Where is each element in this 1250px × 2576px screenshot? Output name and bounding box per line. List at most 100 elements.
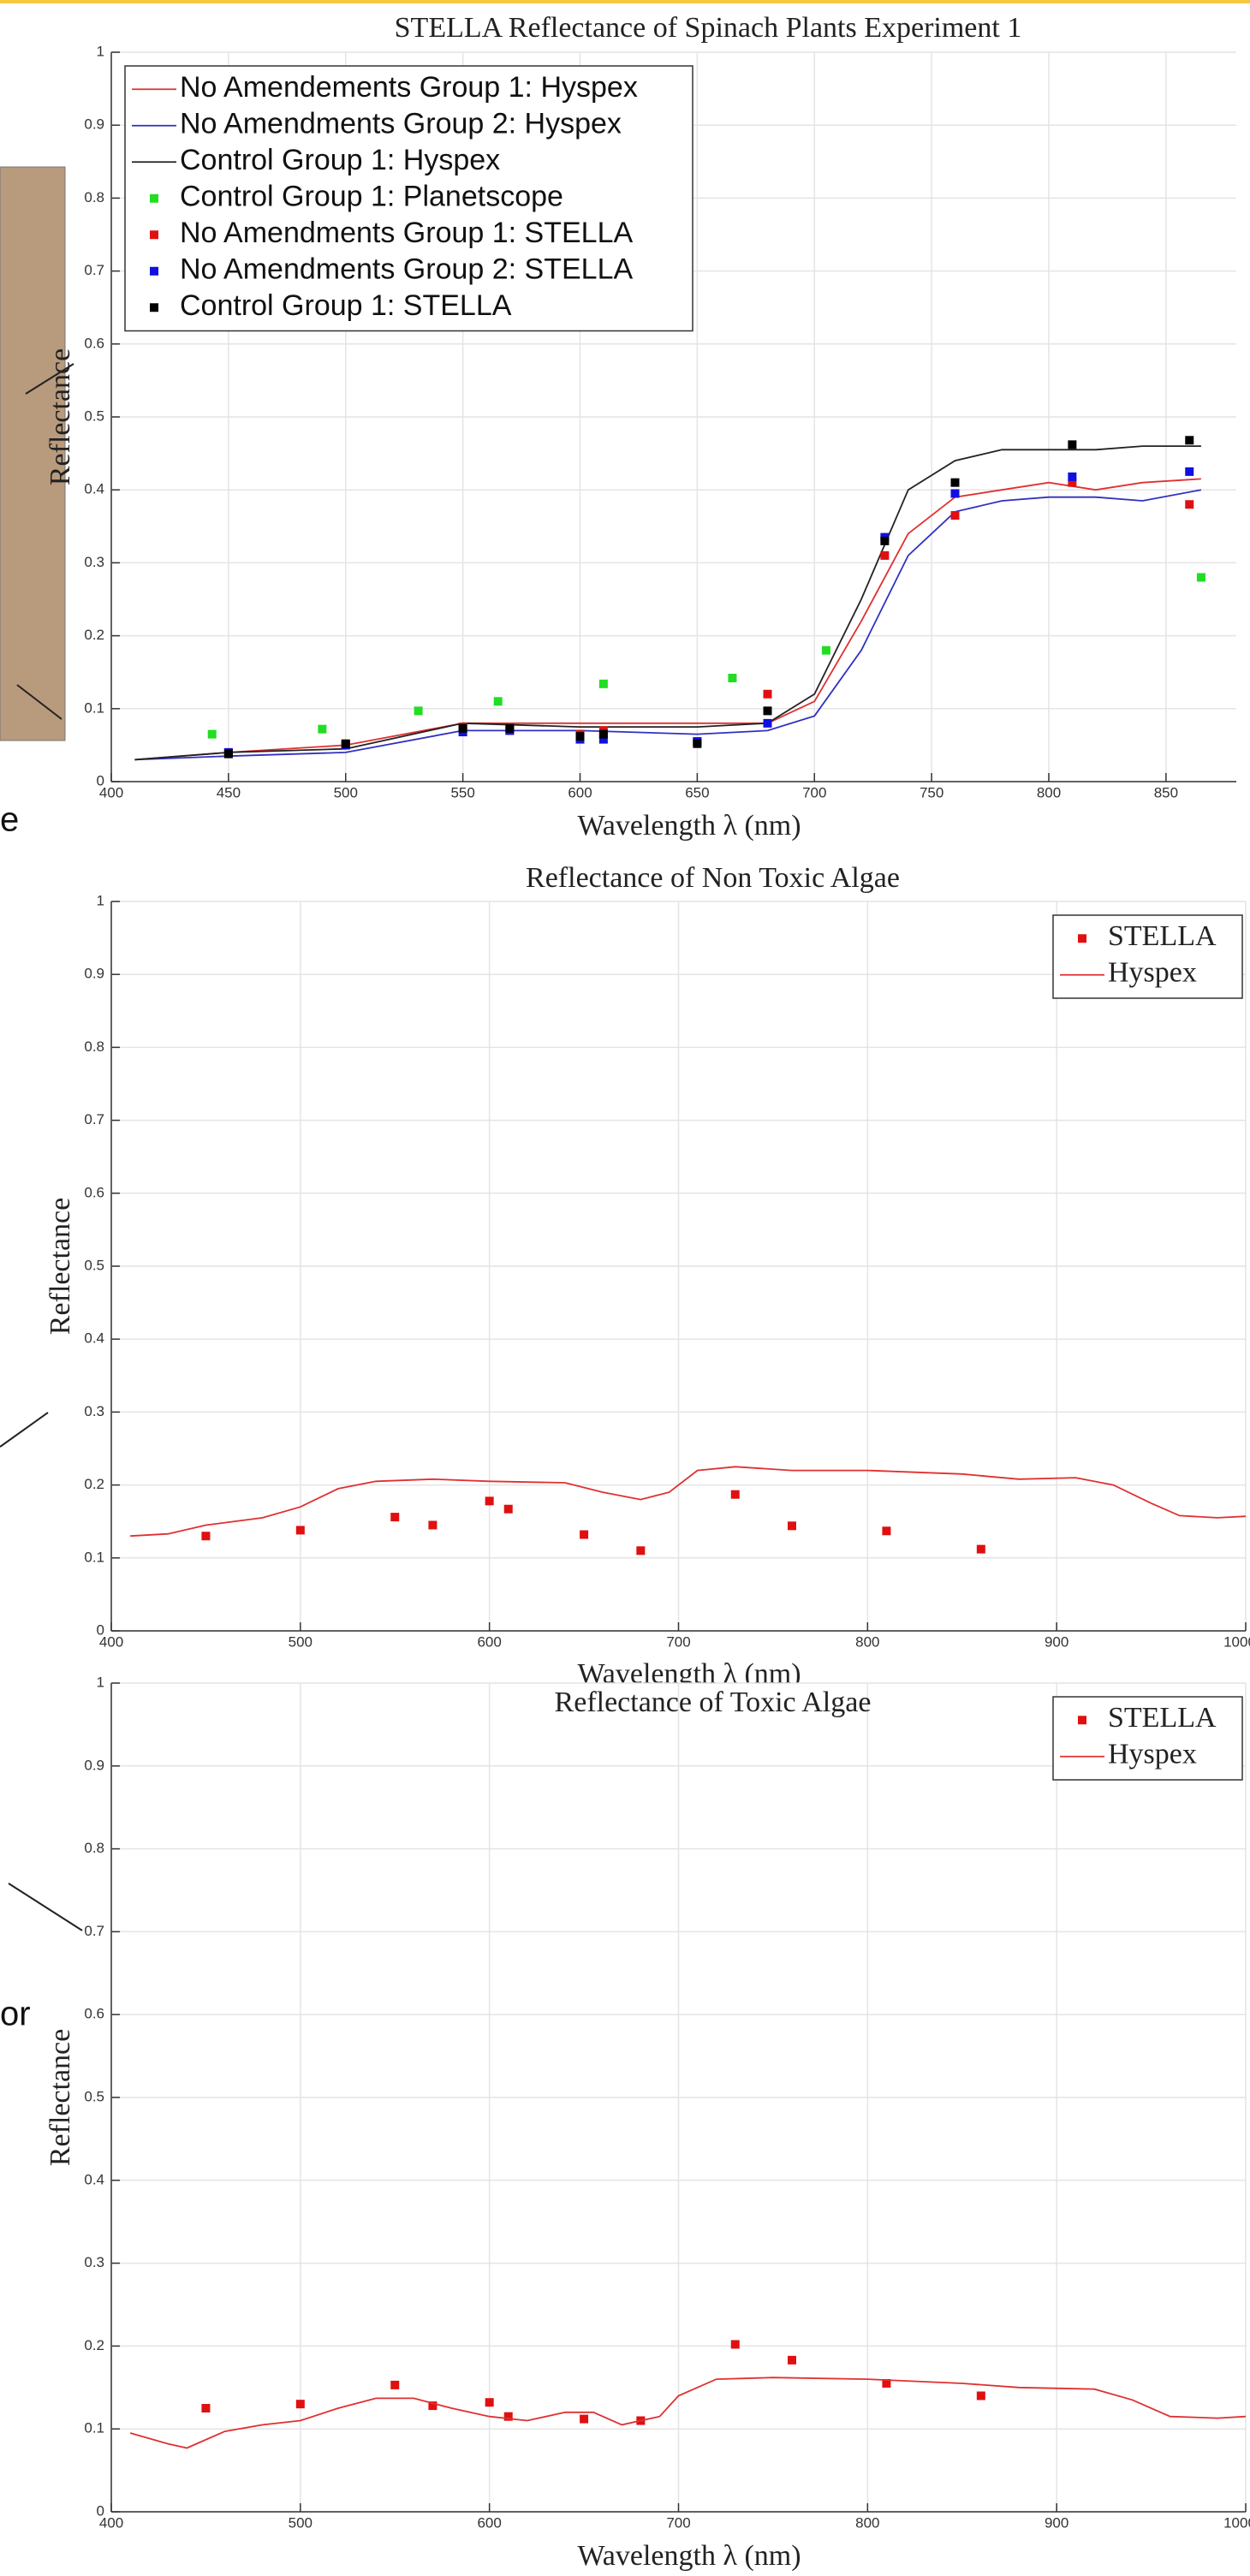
y-axis-label: Reflectance — [45, 348, 76, 485]
x-tick-label: 650 — [685, 784, 709, 800]
data-point — [763, 706, 772, 716]
x-tick-label: 500 — [334, 784, 358, 800]
data-point — [598, 729, 608, 739]
data-point — [882, 2378, 891, 2388]
x-tick-label: 1000 — [1223, 1633, 1250, 1650]
data-point — [428, 2401, 438, 2411]
x-tick-label: 700 — [802, 784, 826, 800]
x-tick-label: 800 — [1037, 784, 1061, 800]
data-point — [950, 478, 960, 487]
legend-label: Control Group 1: STELLA — [180, 289, 512, 322]
x-tick-label: 400 — [99, 1633, 123, 1650]
x-tick-label: 850 — [1154, 784, 1178, 800]
series-line — [134, 489, 1202, 761]
series-line — [130, 1466, 1247, 1538]
legend-label: No Amendments Group 2: STELLA — [180, 253, 633, 286]
x-tick-label: 900 — [1045, 2514, 1068, 2531]
data-point — [503, 1504, 513, 1514]
legend-label: Hyspex — [1108, 1739, 1197, 1770]
y-tick-label: 0.1 — [84, 2420, 104, 2436]
y-tick-label: 0 — [97, 1621, 104, 1638]
data-point — [485, 2398, 494, 2407]
y-tick-label: 0 — [97, 772, 104, 788]
data-point — [1185, 436, 1194, 445]
y-tick-label: 0.6 — [84, 2006, 104, 2022]
y-tick-label: 0.3 — [84, 1403, 104, 1419]
data-point — [1068, 472, 1077, 481]
pointer-line — [0, 1412, 49, 1448]
data-point — [295, 2400, 305, 2409]
data-point — [223, 749, 233, 759]
legend-label: No Amendments Group 1: STELLA — [180, 217, 633, 249]
x-tick-label: 400 — [99, 2514, 123, 2531]
x-tick-label: 500 — [289, 2514, 312, 2531]
data-point — [730, 1490, 740, 1499]
series-line — [134, 445, 1201, 761]
y-tick-label: 0.1 — [84, 1549, 104, 1565]
pointer-line — [16, 684, 62, 720]
y-tick-label: 0.6 — [84, 335, 104, 351]
data-point — [575, 732, 585, 741]
legend-label: STELLA — [1108, 920, 1217, 952]
x-tick-label: 600 — [477, 1633, 501, 1650]
data-point — [201, 1532, 211, 1541]
data-point — [1196, 573, 1205, 582]
data-point — [693, 739, 702, 748]
data-point — [880, 550, 890, 560]
y-tick-label: 0.9 — [84, 116, 104, 133]
data-point — [598, 679, 608, 688]
data-point — [788, 1521, 796, 1531]
chart-title: Reflectance of Toxic Algae — [555, 1687, 872, 1718]
y-axis-label: Reflectance — [45, 1198, 76, 1335]
x-tick-label: 400 — [99, 784, 123, 800]
series-line — [129, 2377, 1247, 2449]
legend-label: No Amendments Group 2: Hyspex — [180, 108, 622, 140]
pointer-line — [8, 1883, 83, 1931]
x-tick-label: 900 — [1045, 1633, 1068, 1650]
y-axis-label: Reflectance — [45, 2029, 76, 2166]
y-tick-label: 0.2 — [84, 627, 104, 643]
x-tick-label: 1000 — [1223, 2514, 1250, 2531]
data-point — [428, 1520, 438, 1530]
y-tick-label: 0.5 — [84, 2088, 104, 2104]
data-point — [505, 723, 515, 733]
legend-swatch — [150, 303, 158, 312]
y-tick-label: 0.7 — [84, 1111, 104, 1127]
data-point — [880, 536, 890, 545]
data-point — [390, 2380, 400, 2389]
fragment-text: or — [0, 1996, 31, 2033]
legend-swatch — [1078, 1716, 1086, 1725]
data-point — [1185, 467, 1194, 476]
y-tick-label: 0.8 — [84, 1038, 104, 1055]
y-tick-label: 0 — [97, 2502, 104, 2519]
data-point — [976, 2391, 985, 2400]
fragment-text: e — [0, 801, 19, 839]
photo-strip — [0, 167, 65, 741]
y-tick-label: 0.6 — [84, 1184, 104, 1200]
data-point — [1185, 500, 1194, 509]
y-tick-label: 0.8 — [84, 1840, 104, 1856]
y-tick-label: 0.5 — [84, 1257, 104, 1273]
legend-box — [1052, 914, 1243, 999]
data-point — [950, 511, 960, 521]
x-tick-label: 750 — [920, 784, 943, 800]
data-point — [636, 1546, 646, 1556]
x-tick-label: 450 — [217, 784, 241, 800]
legend-swatch — [150, 230, 158, 240]
chart-title: STELLA Reflectance of Spinach Plants Exp… — [395, 12, 1022, 44]
legend-label: Control Group 1: Hyspex — [180, 144, 500, 176]
data-point — [503, 2412, 513, 2421]
y-tick-label: 0.3 — [84, 2254, 104, 2270]
y-tick-label: 0.2 — [84, 1476, 104, 1492]
pointer-line — [25, 363, 74, 395]
legend-swatch — [1078, 934, 1086, 943]
data-point — [1068, 478, 1077, 487]
data-point — [295, 1526, 305, 1535]
data-point — [1068, 440, 1077, 449]
x-tick-label: 550 — [450, 784, 474, 800]
photo-frame — [0, 166, 66, 741]
data-point — [390, 1513, 400, 1522]
x-tick-label: 700 — [666, 1633, 690, 1650]
data-point — [493, 697, 503, 706]
